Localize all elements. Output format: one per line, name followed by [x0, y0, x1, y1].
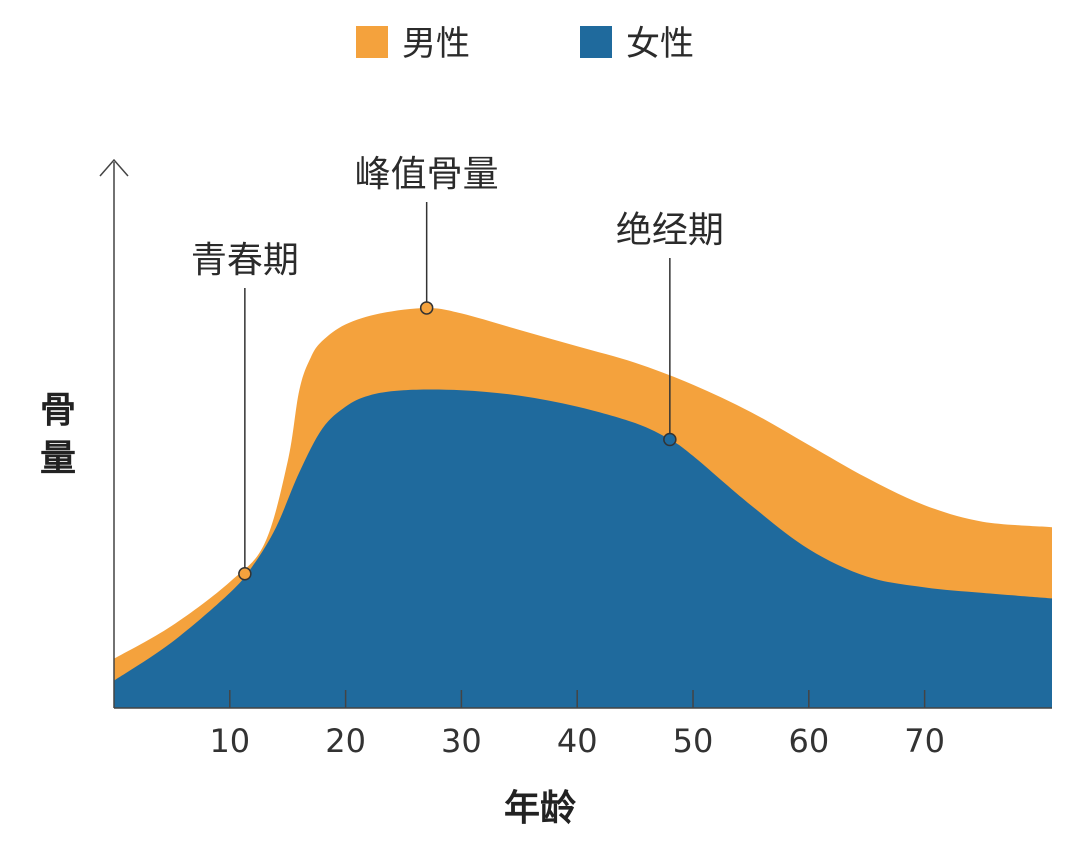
- annotation-label: 青春期: [191, 240, 299, 281]
- x-tick-label: 50: [673, 722, 714, 760]
- x-tick-label: 10: [209, 722, 250, 760]
- y-axis-title-char-1: 骨: [40, 390, 76, 431]
- annotation-marker: [663, 432, 677, 447]
- annotation-marker: [419, 301, 434, 315]
- legend-swatch-male: [356, 26, 388, 58]
- x-tick-label: 60: [788, 722, 829, 760]
- x-tick-label: 20: [325, 722, 366, 760]
- x-axis-title: 年龄: [504, 788, 576, 829]
- x-axis-ticks: 10 20 30 40 50 60 70: [209, 690, 945, 760]
- y-axis-arrow: [99, 158, 129, 177]
- legend-label-female: 女性: [626, 24, 694, 64]
- annotation-label: 绝经期: [616, 210, 724, 251]
- y-axis-title-char-2: 量: [40, 438, 76, 479]
- y-axis-title: 骨 量: [40, 390, 76, 479]
- x-tick-label: 30: [441, 722, 482, 760]
- area-female: [114, 389, 1052, 708]
- x-tick-label: 70: [904, 722, 945, 760]
- annotation-marker: [238, 566, 252, 581]
- legend: 男性 女性: [356, 24, 694, 64]
- annotation-label: 峰值骨量: [355, 154, 499, 195]
- x-tick-label: 40: [557, 722, 598, 760]
- legend-swatch-female: [580, 26, 612, 58]
- legend-label-male: 男性: [402, 24, 470, 64]
